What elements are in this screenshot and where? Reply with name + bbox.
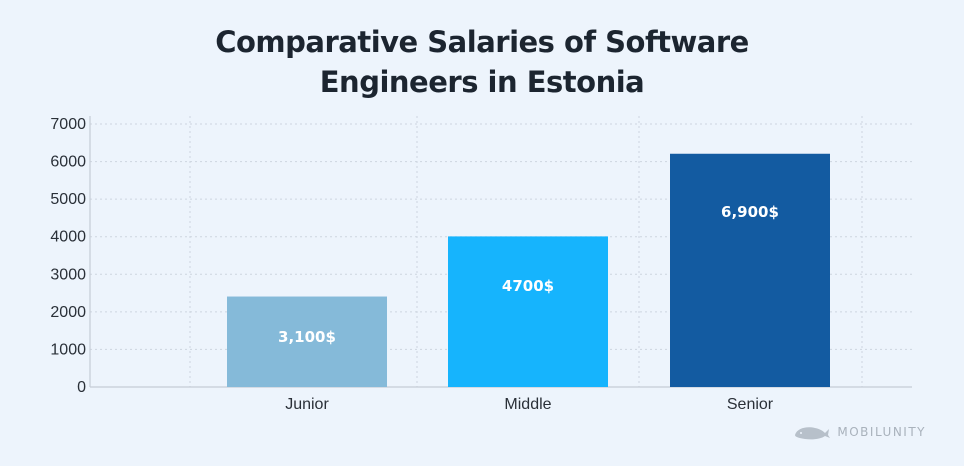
- x-tick-label-junior: Junior: [285, 396, 329, 413]
- y-tick-label: 2000: [50, 304, 86, 321]
- y-tick-label: 1000: [50, 341, 86, 358]
- bar-middle: [448, 236, 608, 387]
- y-tick-label: 7000: [50, 116, 86, 133]
- bar-senior: [670, 153, 830, 387]
- y-tick-label: 4000: [50, 229, 86, 246]
- x-tick-label-middle: Middle: [504, 396, 551, 413]
- y-tick-label: 0: [77, 379, 86, 396]
- y-tick-label: 3000: [50, 266, 86, 283]
- chart-title: Comparative Salaries of Software Enginee…: [0, 22, 964, 102]
- chart-title-line-2: Engineers in Estonia: [319, 65, 645, 99]
- whale-icon: [795, 427, 831, 440]
- data-label-middle: 4700$: [502, 277, 554, 295]
- y-tick-label: 5000: [50, 191, 86, 208]
- y-tick-label: 6000: [50, 154, 86, 171]
- watermark: MOBILUNITY: [793, 422, 926, 442]
- chart-title-line-1: Comparative Salaries of Software: [215, 25, 749, 59]
- watermark-text: MOBILUNITY: [837, 425, 926, 439]
- bar-junior: [227, 296, 387, 387]
- x-tick-label-senior: Senior: [727, 396, 774, 413]
- data-label-junior: 3,100$: [278, 328, 336, 346]
- data-label-senior: 6,900$: [721, 203, 779, 221]
